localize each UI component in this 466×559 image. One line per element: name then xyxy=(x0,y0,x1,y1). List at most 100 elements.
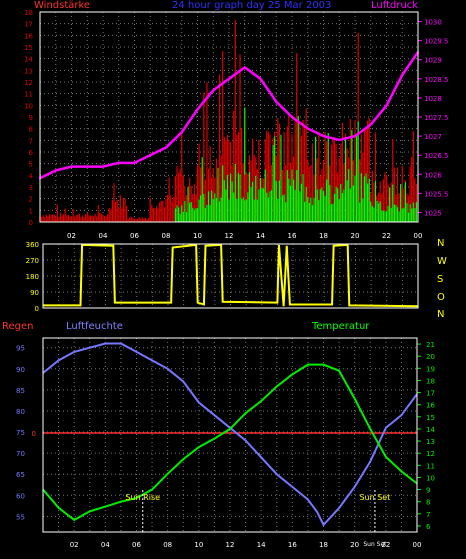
pressure-point xyxy=(70,165,73,168)
pressure-axis-title: Luftdruck xyxy=(371,0,419,11)
pressure-tick-label: 1029 xyxy=(424,57,442,65)
humidity-tick-label: 70 xyxy=(16,450,25,458)
x-tick-label: 00 xyxy=(414,232,423,240)
pressure-point xyxy=(196,108,199,111)
pressure-point xyxy=(117,161,120,164)
wind-tick-label: 3 xyxy=(29,184,33,192)
pressure-point xyxy=(291,116,293,118)
wind-tick-label: 13 xyxy=(24,67,33,75)
x-tick-label: 20 xyxy=(351,232,360,240)
x-tick-label: 00 xyxy=(413,541,422,549)
pressure-point xyxy=(306,127,309,130)
wind-axis-title: Windstärke xyxy=(34,0,91,11)
wind-plot-frame xyxy=(39,11,419,223)
pressure-point xyxy=(259,77,262,80)
temperature-tick-label: 18 xyxy=(426,377,435,385)
x-tick-label: 14 xyxy=(257,541,266,549)
compass-label: N xyxy=(437,309,445,320)
pressure-tick-label: 1025.5 xyxy=(424,190,449,198)
wind-tick-label: 18 xyxy=(24,9,33,17)
temperature-tick-label: 11 xyxy=(426,462,435,470)
direction-tick-label: 270 xyxy=(26,257,39,265)
humidity-tick-label: 85 xyxy=(16,387,25,395)
wind-tick-label: 7 xyxy=(29,137,33,145)
pressure-tick-label: 1027.5 xyxy=(424,114,449,122)
compass-label: S xyxy=(437,274,444,285)
humidity-axis-title: Luftfeuchte xyxy=(66,321,123,332)
pressure-point xyxy=(102,165,104,168)
graph-title: 24 hour graph day 25 Mar 2003 xyxy=(172,0,332,11)
x-tick-label: 04 xyxy=(101,541,110,549)
x-tick-label: 16 xyxy=(288,232,297,240)
pressure-point xyxy=(354,135,356,138)
sun-annotation: Sun Rise xyxy=(125,493,160,502)
humidity-plot-frame xyxy=(42,337,418,533)
compass-label: O xyxy=(437,292,445,303)
x-tick-label: 22 xyxy=(381,541,390,549)
humidity-tick-label: 75 xyxy=(16,429,25,437)
temperature-tick-label: 9 xyxy=(426,487,430,495)
x-tick-label: 04 xyxy=(99,232,108,240)
wind-tick-label: 2 xyxy=(29,196,33,204)
wind-tick-label: 16 xyxy=(24,32,33,40)
x-tick-label: 22 xyxy=(382,232,391,240)
sun-set-axis-label: Sun Set xyxy=(363,541,387,548)
temperature-tick-label: 17 xyxy=(426,390,435,398)
pressure-tick-label: 1029.5 xyxy=(424,38,449,46)
wind-tick-label: 5 xyxy=(29,161,33,169)
temperature-tick-label: 13 xyxy=(426,438,435,446)
x-tick-label: 20 xyxy=(350,541,359,549)
temperature-tick-label: 21 xyxy=(426,341,435,349)
compass-label: W xyxy=(437,256,447,267)
temperature-line xyxy=(42,363,418,522)
x-tick-label: 10 xyxy=(193,232,202,240)
wind-tick-label: 14 xyxy=(24,56,33,64)
compass-label: N xyxy=(437,238,445,249)
humidity-tick-label: 95 xyxy=(16,345,25,353)
humidity-tick-label: 55 xyxy=(16,513,25,521)
pressure-tick-label: 1026 xyxy=(424,171,442,179)
x-tick-label: 02 xyxy=(70,541,79,549)
pressure-tick-label: 1026.5 xyxy=(424,152,449,160)
temperature-tick-label: 12 xyxy=(426,450,435,458)
pressure-point xyxy=(149,154,152,157)
rain-axis-title: Regen xyxy=(2,321,34,332)
direction-plot-frame xyxy=(42,243,419,309)
x-tick-label: 14 xyxy=(256,232,265,240)
pressure-tick-label: 1028 xyxy=(424,95,442,103)
humidity-tick-label: 90 xyxy=(16,366,25,374)
direction-tick-label: 360 xyxy=(26,241,39,249)
pressure-tick-label: 1028.5 xyxy=(424,76,449,84)
direction-tick-label: 180 xyxy=(26,273,39,281)
wind-tick-label: 4 xyxy=(29,172,34,180)
x-tick-label: 18 xyxy=(319,541,328,549)
temperature-axis-title: Temperatur xyxy=(312,321,370,332)
pressure-point xyxy=(212,89,215,92)
wind-tick-label: 15 xyxy=(24,44,33,52)
humidity-tick-label: 60 xyxy=(16,492,25,500)
direction-tick-label: 90 xyxy=(30,289,39,297)
temperature-tick-label: 6 xyxy=(426,523,431,531)
pressure-point xyxy=(165,146,167,149)
x-tick-label: 16 xyxy=(288,541,297,549)
x-tick-label: 02 xyxy=(67,232,76,240)
wind-tick-label: 6 xyxy=(29,149,34,157)
temperature-tick-label: 15 xyxy=(426,414,435,422)
temperature-tick-label: 10 xyxy=(426,474,435,482)
wind-tick-label: 8 xyxy=(29,126,33,134)
temperature-tick-label: 16 xyxy=(426,402,435,410)
humidity-tick-label: 80 xyxy=(16,408,25,416)
x-tick-label: 18 xyxy=(319,232,328,240)
wind-tick-label: 9 xyxy=(29,114,33,122)
x-tick-label: 06 xyxy=(130,232,139,240)
temperature-tick-label: 19 xyxy=(426,365,435,373)
x-tick-label: 10 xyxy=(194,541,203,549)
wind-tick-label: 11 xyxy=(24,91,33,99)
wind-tick-label: 10 xyxy=(24,102,33,110)
pressure-point xyxy=(369,123,372,126)
pressure-point xyxy=(243,66,246,69)
sun-annotation: Sun Set xyxy=(359,493,390,502)
pressure-point xyxy=(228,77,230,80)
